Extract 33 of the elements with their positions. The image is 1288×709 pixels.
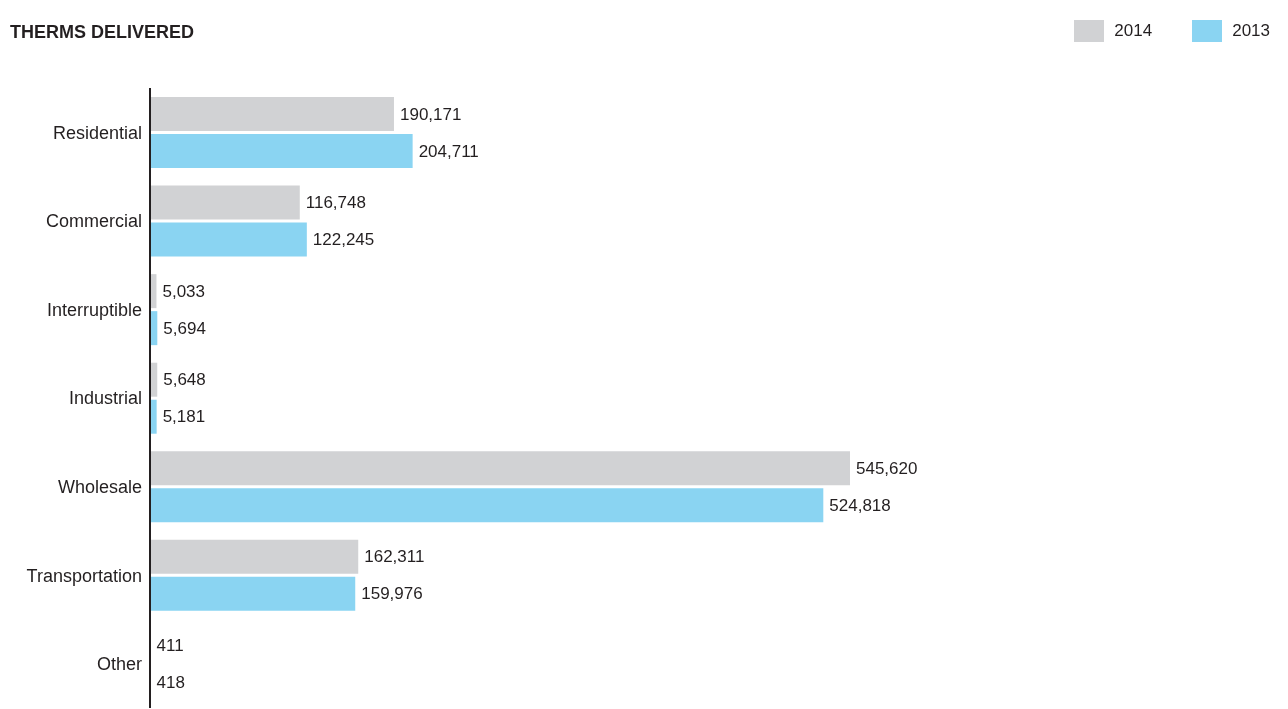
data-label: 204,711 xyxy=(418,141,479,161)
y-tick-label: Industrial xyxy=(68,388,142,409)
chart-title: THERMS DELIVERED xyxy=(10,22,195,43)
data-label: 524,818 xyxy=(829,495,891,515)
bar xyxy=(150,451,850,486)
legend-label: 2013 xyxy=(1232,21,1270,41)
data-label: 411 xyxy=(156,635,184,655)
y-tick-label: Interruptible xyxy=(46,299,142,320)
y-tick-label: Transportation xyxy=(26,565,142,586)
data-label: 545,620 xyxy=(856,458,918,478)
bar xyxy=(150,185,300,220)
y-tick-label: Wholesale xyxy=(57,476,142,497)
data-label: 418 xyxy=(156,672,185,692)
data-label: 162,311 xyxy=(364,547,425,567)
bar xyxy=(150,134,413,168)
y-tick-label: Residential xyxy=(52,122,142,143)
bar xyxy=(150,97,394,131)
legend-label: 2014 xyxy=(1114,21,1153,41)
bar xyxy=(150,576,356,611)
data-label: 159,976 xyxy=(361,584,423,604)
data-label: 5,181 xyxy=(162,407,206,427)
y-tick-label: Other xyxy=(96,654,142,675)
data-label: 190,171 xyxy=(399,104,462,124)
y-tick-label: Commercial xyxy=(45,211,142,232)
data-label: 116,748 xyxy=(305,193,366,213)
bar xyxy=(150,222,307,257)
bar xyxy=(150,399,157,434)
data-label: 5,694 xyxy=(163,318,206,338)
data-label: 122,245 xyxy=(312,230,375,250)
bar xyxy=(150,539,359,574)
data-label: 5,033 xyxy=(162,281,205,301)
bar xyxy=(150,488,824,523)
data-label: 5,648 xyxy=(163,370,206,390)
